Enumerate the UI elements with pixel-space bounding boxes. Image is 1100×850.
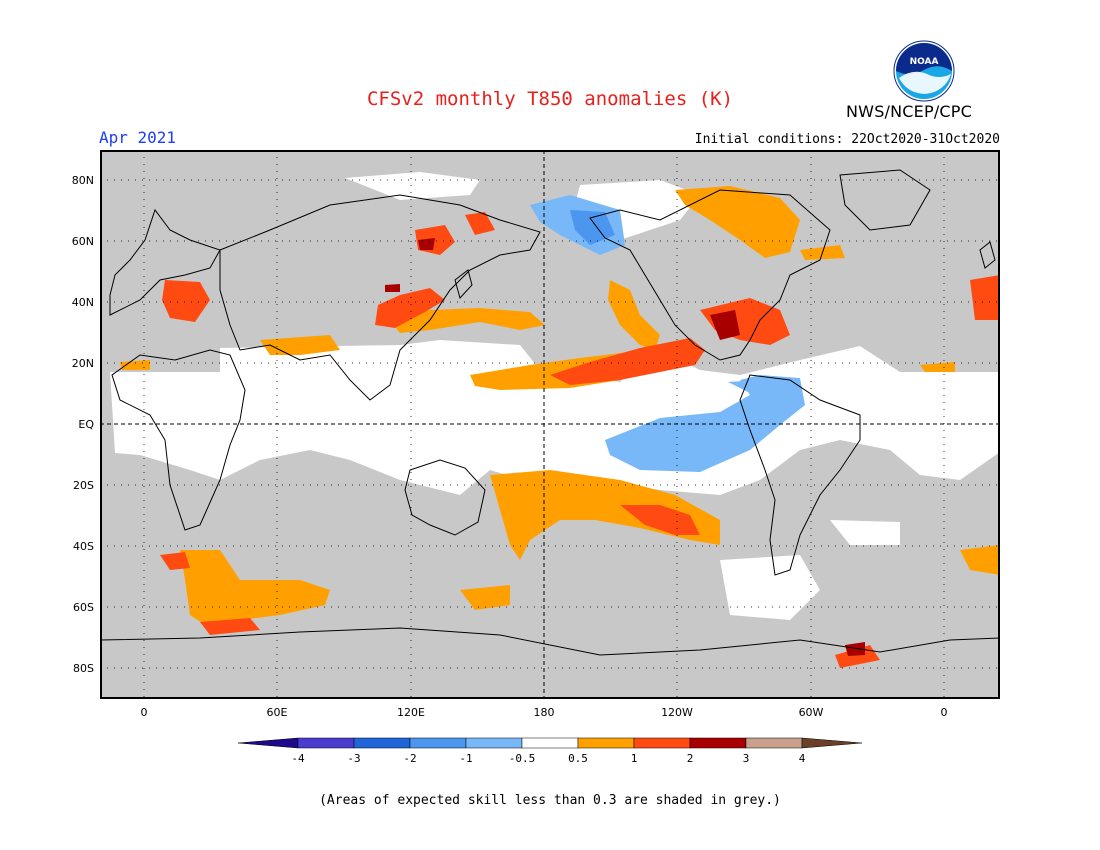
- noaa-logo-icon: NOAA: [893, 40, 955, 102]
- colorbar-segment: [745, 737, 803, 749]
- colorbar-segment: [633, 737, 691, 749]
- graticule: [100, 150, 1000, 699]
- lon-label: 120E: [397, 706, 425, 719]
- south-white-region: [720, 555, 820, 620]
- lat-label: 60S: [73, 601, 94, 614]
- colorbar-segment: [689, 737, 747, 749]
- lat-label: 20S: [73, 479, 94, 492]
- colorbar-label: 1: [630, 752, 638, 765]
- lat-label: 40N: [71, 296, 94, 309]
- southern-ocean-warm-anomaly: [180, 550, 330, 628]
- colorbar-label: -3: [347, 752, 361, 765]
- skill-footnote: (Areas of expected skill less than 0.3 a…: [319, 793, 781, 808]
- north-pacific-warm-band: [385, 308, 545, 333]
- agency-label: NWS/NCEP/CPC: [846, 102, 973, 121]
- lon-label: 180: [533, 706, 555, 719]
- forecast-month: Apr 2021: [99, 128, 177, 147]
- colorbar: [238, 737, 863, 749]
- lat-label: 60N: [71, 235, 94, 248]
- lat-label: 80N: [71, 174, 94, 187]
- colorbar-label: -1: [459, 752, 473, 765]
- map-frame: [100, 150, 1000, 699]
- south-pacific-warm-anomaly: [490, 470, 720, 560]
- canada-warm-anomaly: [675, 186, 800, 258]
- colorbar-segment: [297, 737, 355, 749]
- map-title: CFSv2 monthly T850 anomalies (K): [366, 88, 734, 110]
- west-us-warm-anomaly: [700, 298, 790, 345]
- lon-label: 0: [140, 706, 148, 719]
- anomaly-map: [100, 150, 1000, 699]
- colorbar-label: 4: [798, 752, 806, 765]
- colorbar-segment: [465, 737, 523, 749]
- colorbar-segment: [409, 737, 467, 749]
- lon-label: 120W: [661, 706, 693, 719]
- colorbar-segment: [353, 737, 411, 749]
- coastlines: [100, 169, 1000, 656]
- colorbar-segment: [801, 737, 863, 749]
- colorbar-segment: [521, 737, 579, 749]
- initial-conditions: Initial conditions: 22Oct2020-31Oct2020: [694, 132, 1000, 147]
- lon-label: 0: [940, 706, 948, 719]
- logo-text: NOAA: [910, 57, 939, 67]
- lat-label: 40S: [73, 540, 94, 553]
- colorbar-label: -2: [403, 752, 417, 765]
- lat-label: 80S: [73, 662, 94, 675]
- east-pacific-warm-anomaly: [550, 338, 705, 385]
- colorbar-segment: [577, 737, 635, 749]
- southwest-us-strong-warm-anomaly: [710, 310, 740, 340]
- lon-label: 60E: [266, 706, 288, 719]
- lat-label: EQ: [78, 418, 94, 431]
- lat-label: 20N: [71, 357, 94, 370]
- colorbar-label: 0.5: [568, 752, 588, 765]
- lon-label: 60W: [798, 706, 824, 719]
- colorbar-label: 2: [686, 752, 694, 765]
- reference-lines: [100, 150, 1000, 699]
- colorbar-label: -0.5: [508, 752, 536, 765]
- colorbar-segment: [238, 737, 299, 749]
- colorbar-label: -4: [291, 752, 305, 765]
- colorbar-label: 3: [742, 752, 750, 765]
